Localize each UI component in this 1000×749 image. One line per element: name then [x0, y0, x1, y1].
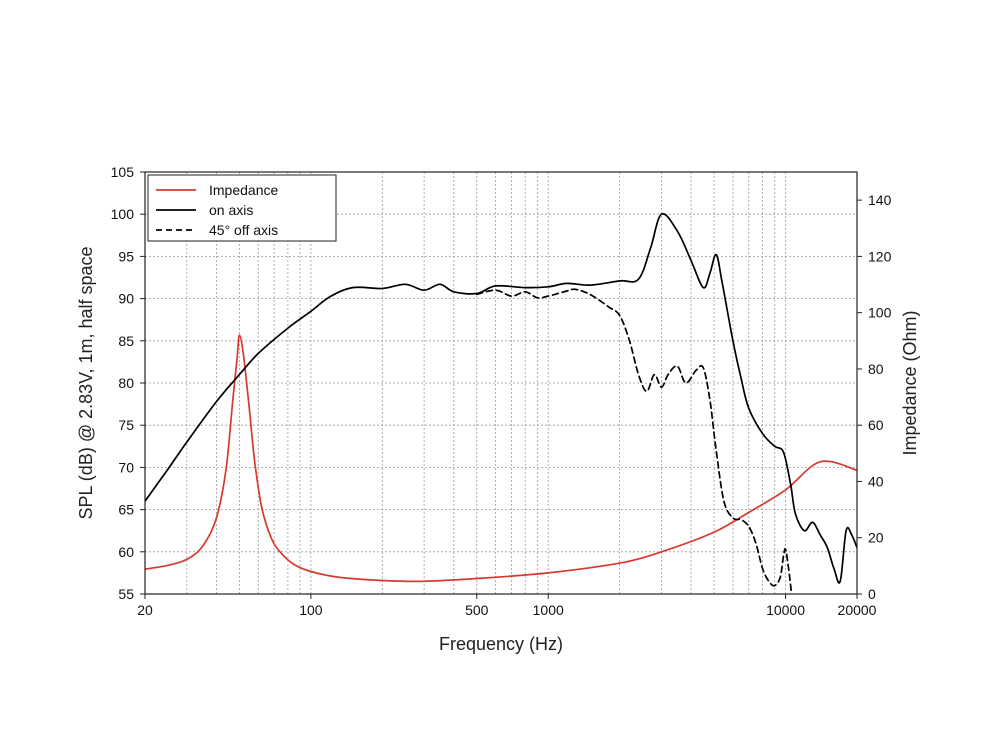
x-tick-label: 20: [137, 602, 153, 618]
x-axis-ticks: 20 100 500 1000 10000 20000: [137, 594, 877, 618]
y-tick-label: 90: [118, 291, 134, 307]
legend-box: [147, 174, 337, 242]
x-tick-label: 100: [299, 602, 323, 618]
y2-axis-title: Impedance (Ohm): [900, 310, 920, 455]
y-tick-label: 95: [118, 248, 134, 264]
y-tick-label: 55: [118, 586, 134, 602]
legend-label-off-axis: 45° off axis: [209, 222, 278, 238]
y2-tick-label: 40: [868, 473, 884, 489]
series-line-2: [475, 288, 793, 594]
y-tick-label: 85: [118, 333, 134, 349]
series-group: [145, 212, 857, 594]
legend-label-on-axis: on axis: [209, 202, 253, 218]
series-line-0: [145, 334, 857, 583]
y2-tick-label: 140: [868, 192, 892, 208]
x-tick-label: 1000: [533, 602, 564, 618]
x-tick-label: 20000: [838, 602, 877, 618]
y-tick-label: 65: [118, 502, 134, 518]
grid: [145, 172, 857, 594]
y-tick-label: 80: [118, 375, 134, 391]
y2-tick-label: 20: [868, 530, 884, 546]
series-line-1: [145, 212, 857, 584]
y2-axis-ticks: 0 20 40 60 80 100 120 140: [857, 192, 892, 602]
y2-tick-label: 0: [868, 586, 876, 602]
y-axis-title: SPL (dB) @ 2.83V, 1m, half space: [76, 246, 96, 519]
y-tick-label: 75: [118, 417, 134, 433]
y-tick-label: 100: [111, 206, 135, 222]
legend-label-impedance: Impedance: [209, 182, 278, 198]
y-tick-label: 105: [111, 164, 135, 180]
x-tick-label: 10000: [766, 602, 805, 618]
y-tick-label: 60: [118, 544, 134, 560]
y2-tick-label: 60: [868, 417, 884, 433]
y2-tick-label: 100: [868, 305, 892, 321]
y2-tick-label: 80: [868, 361, 884, 377]
y-tick-label: 70: [118, 459, 134, 475]
y-axis-ticks: 55 60 65 70 75 80 85 90 95 100 105: [111, 164, 145, 602]
legend: Impedance on axis 45° off axis: [147, 174, 337, 242]
x-axis-title: Frequency (Hz): [439, 634, 563, 654]
y2-tick-label: 120: [868, 248, 892, 264]
x-tick-label: 500: [465, 602, 489, 618]
